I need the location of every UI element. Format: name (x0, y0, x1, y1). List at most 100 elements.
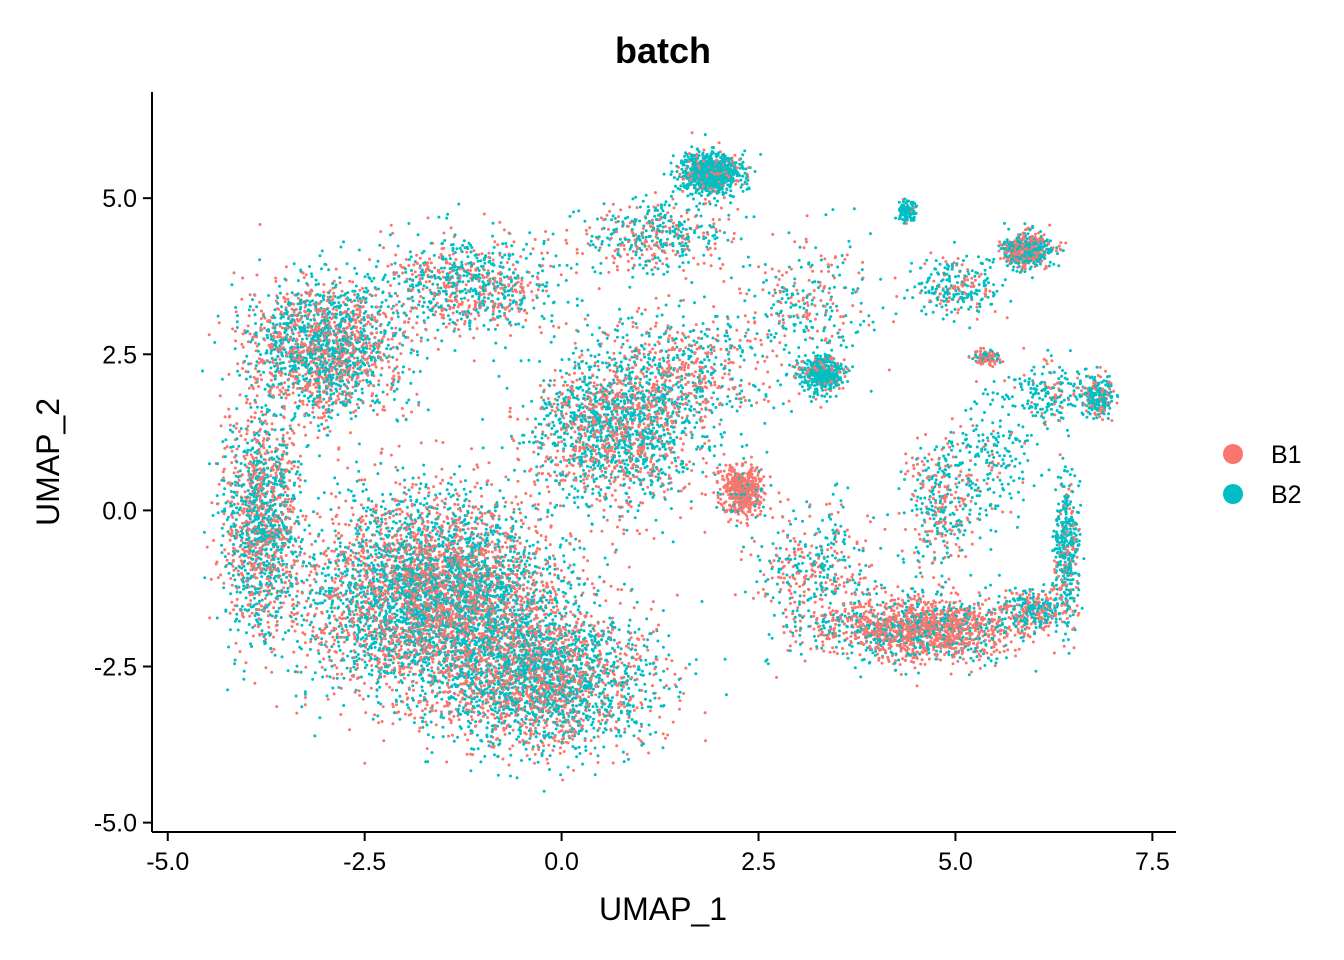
scatter-point (375, 695, 378, 698)
scatter-point (443, 506, 446, 509)
scatter-point (344, 624, 347, 627)
scatter-point (482, 632, 485, 635)
scatter-point (376, 563, 379, 566)
scatter-point (378, 586, 381, 589)
scatter-point (353, 649, 356, 652)
scatter-point (421, 689, 424, 692)
scatter-point (323, 599, 326, 602)
scatter-point (537, 503, 540, 506)
scatter-point (333, 615, 336, 618)
scatter-point (312, 599, 315, 602)
scatter-point (532, 733, 535, 736)
scatter-point (309, 648, 312, 651)
scatter-point (508, 592, 511, 595)
scatter-point (413, 564, 416, 567)
scatter-point (504, 501, 507, 504)
scatter-point (315, 592, 318, 595)
scatter-point (379, 636, 382, 639)
scatter-point (331, 587, 334, 590)
scatter-point (380, 640, 383, 643)
scatter-point (498, 515, 501, 518)
scatter-point (374, 559, 377, 562)
scatter-point (334, 577, 337, 580)
scatter-point (399, 513, 402, 516)
scatter-point (392, 510, 395, 513)
scatter-point (556, 567, 559, 570)
scatter-point (441, 479, 444, 482)
scatter-point (513, 550, 516, 553)
scatter-point (574, 538, 577, 541)
scatter-point (532, 579, 535, 582)
scatter-point (401, 510, 404, 513)
scatter-point (448, 527, 451, 530)
scatter-point (334, 567, 337, 570)
scatter-point (447, 530, 450, 533)
scatter-point (331, 610, 334, 613)
scatter-point (367, 497, 370, 500)
scatter-point (409, 499, 412, 502)
scatter-point (636, 601, 639, 604)
scatter-point (304, 666, 307, 669)
scatter-point (342, 581, 345, 584)
scatter-point (342, 559, 345, 562)
scatter-point (336, 482, 339, 485)
scatter-point (535, 588, 538, 591)
scatter-point (310, 638, 313, 641)
scatter-point (459, 528, 462, 531)
chart-title: batch (615, 30, 711, 71)
scatter-point (368, 582, 371, 585)
scatter-point (374, 646, 377, 649)
scatter-point (359, 610, 362, 613)
scatter-point (432, 736, 435, 739)
scatter-point (282, 601, 285, 604)
scatter-point (361, 490, 364, 493)
scatter-point (282, 638, 285, 641)
scatter-point (348, 542, 351, 545)
scatter-point (404, 517, 407, 520)
scatter-point (287, 669, 290, 672)
scatter-point (504, 642, 507, 645)
scatter-point (411, 486, 414, 489)
scatter-point (348, 524, 351, 527)
scatter-point (352, 513, 355, 516)
scatter-point (275, 705, 278, 708)
scatter-point (388, 686, 391, 689)
scatter-point (497, 543, 500, 546)
scatter-point (413, 721, 416, 724)
scatter-point (417, 491, 420, 494)
scatter-point (321, 601, 324, 604)
scatter-point (417, 476, 420, 479)
scatter-point (331, 636, 334, 639)
scatter-point (368, 659, 371, 662)
scatter-point (380, 521, 383, 524)
scatter-point (549, 526, 552, 529)
scatter-point (356, 524, 359, 527)
scatter-point (415, 483, 418, 486)
scatter-point (468, 505, 471, 508)
scatter-point (586, 611, 589, 614)
scatter-point (355, 538, 358, 541)
scatter-point (400, 645, 403, 648)
scatter-point (493, 630, 496, 633)
scatter-point (391, 649, 394, 652)
scatter-point (590, 530, 593, 533)
scatter-point (510, 501, 513, 504)
scatter-point (379, 528, 382, 531)
scatter-point (386, 672, 389, 675)
scatter-point (533, 618, 536, 621)
scatter-point (388, 530, 391, 533)
scatter-point (360, 529, 363, 532)
scatter-point (442, 667, 445, 670)
scatter-point (483, 589, 486, 592)
scatter-point (435, 533, 438, 536)
scatter-point (341, 572, 344, 575)
scatter-point (242, 678, 245, 681)
scatter-point (459, 480, 462, 483)
scatter-point (369, 568, 372, 571)
scatter-point (364, 711, 367, 714)
scatter-point (435, 439, 438, 442)
scatter-point (501, 758, 504, 761)
scatter-point (327, 547, 330, 550)
scatter-point (516, 569, 519, 572)
scatter-point (392, 514, 395, 517)
